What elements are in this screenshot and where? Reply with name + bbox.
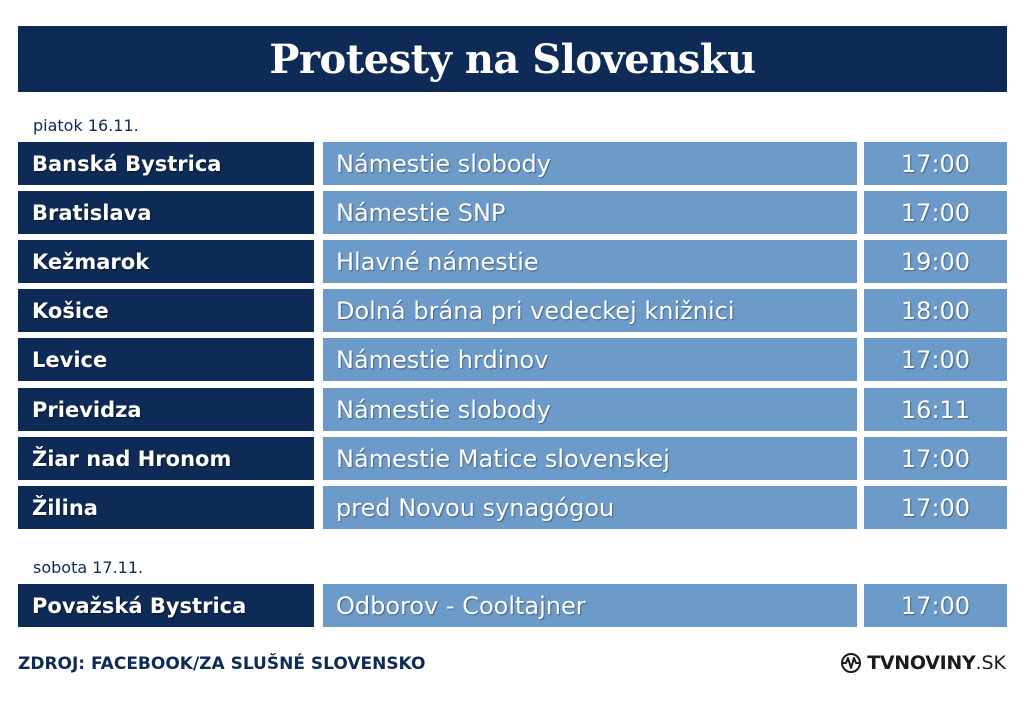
table-row: Žiar nad Hronom Námestie Matice slovensk… xyxy=(18,437,1007,480)
city-cell: Bratislava xyxy=(18,191,314,234)
table-row: Považská Bystrica Odborov - Cooltajner 1… xyxy=(18,584,1007,627)
logo-brand: TVNOVINY xyxy=(867,652,976,674)
city-cell: Žiar nad Hronom xyxy=(18,437,314,480)
source-note: ZDROJ: FACEBOOK/ZA SLUŠNÉ SLOVENSKO xyxy=(18,654,426,674)
city-cell: Považská Bystrica xyxy=(18,584,314,627)
place-cell: Námestie Matice slovenskej xyxy=(323,437,857,480)
table-row: Levice Námestie hrdinov 17:00 xyxy=(18,338,1007,381)
table-row: Košice Dolná brána pri vedeckej knižnici… xyxy=(18,289,1007,332)
time-cell: 17:00 xyxy=(864,191,1007,234)
table-row: Kežmarok Hlavné námestie 19:00 xyxy=(18,240,1007,283)
city-cell: Kežmarok xyxy=(18,240,314,283)
place-cell: Dolná brána pri vedeckej knižnici xyxy=(323,289,857,332)
city-cell: Košice xyxy=(18,289,314,332)
day-label-friday: piatok 16.11. xyxy=(33,116,139,135)
table-row: Banská Bystrica Námestie slobody 17:00 xyxy=(18,142,1007,185)
place-cell: Hlavné námestie xyxy=(323,240,857,283)
time-cell: 18:00 xyxy=(864,289,1007,332)
day-label-saturday: sobota 17.11. xyxy=(33,558,144,577)
table-row: Bratislava Námestie SNP 17:00 xyxy=(18,191,1007,234)
time-cell: 17:00 xyxy=(864,142,1007,185)
place-cell: Námestie SNP xyxy=(323,191,857,234)
time-cell: 17:00 xyxy=(864,338,1007,381)
logo-tld: .SK xyxy=(975,652,1006,674)
time-cell: 19:00 xyxy=(864,240,1007,283)
place-cell: Námestie slobody xyxy=(323,388,857,431)
city-cell: Banská Bystrica xyxy=(18,142,314,185)
place-cell: Odborov - Cooltajner xyxy=(323,584,857,627)
time-cell: 17:00 xyxy=(864,437,1007,480)
place-cell: Námestie hrdinov xyxy=(323,338,857,381)
city-cell: Žilina xyxy=(18,486,314,529)
city-cell: Prievidza xyxy=(18,388,314,431)
place-cell: pred Novou synagógou xyxy=(323,486,857,529)
city-cell: Levice xyxy=(18,338,314,381)
table-row: Žilina pred Novou synagógou 17:00 xyxy=(18,486,1007,529)
wave-signal-icon xyxy=(841,653,862,673)
time-cell: 16:11 xyxy=(864,388,1007,431)
table-row: Prievidza Námestie slobody 16:11 xyxy=(18,388,1007,431)
page-title: Protesty na Slovensku xyxy=(269,35,756,83)
time-cell: 17:00 xyxy=(864,584,1007,627)
time-cell: 17:00 xyxy=(864,486,1007,529)
tvnoviny-logo: TVNOVINY .SK xyxy=(839,650,1006,676)
place-cell: Námestie slobody xyxy=(323,142,857,185)
title-bar: Protesty na Slovensku xyxy=(18,26,1007,92)
